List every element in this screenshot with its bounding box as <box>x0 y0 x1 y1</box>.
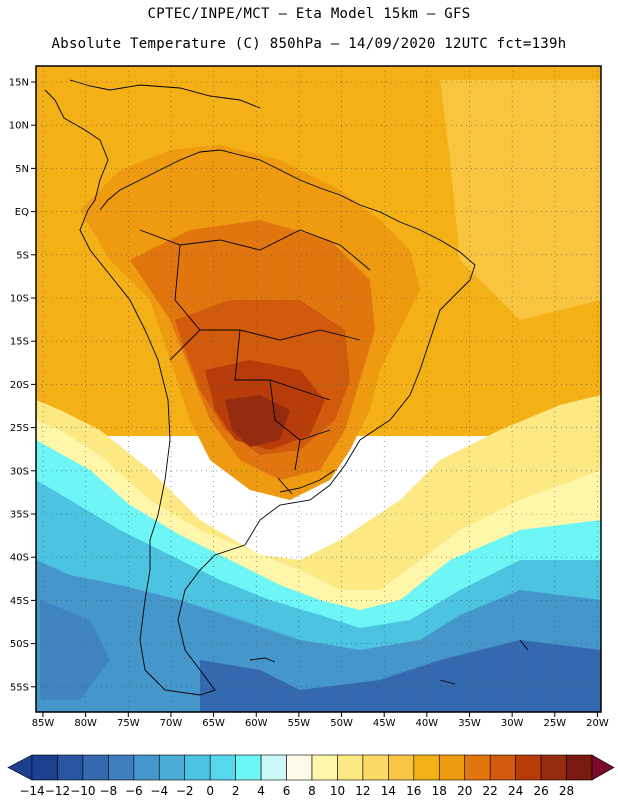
lon-label: 55W <box>288 718 311 729</box>
lat-label: 15N <box>9 78 29 89</box>
colorbar-swatch <box>311 754 338 781</box>
lon-label: 60W <box>245 718 268 729</box>
map-frame <box>35 65 602 713</box>
colorbar-label: −2 <box>176 784 194 798</box>
lat-label: 45S <box>10 596 29 607</box>
chart-title-line1: CPTEC/INPE/MCT – Eta Model 15km – GFS <box>147 6 471 22</box>
colorbar-swatch <box>108 754 135 781</box>
colorbar-label: 8 <box>308 784 316 798</box>
lat-label: 20S <box>10 380 29 391</box>
colorbar-label: −8 <box>100 784 118 798</box>
colorbar-label: 18 <box>432 784 447 798</box>
colorbar-label: 6 <box>283 784 291 798</box>
colorbar-label: 4 <box>257 784 265 798</box>
lon-label: 20W <box>586 718 609 729</box>
lon-label: 50W <box>330 718 353 729</box>
lat-label: 5N <box>15 164 29 175</box>
lon-label: 45W <box>373 718 396 729</box>
temperature-field <box>36 66 601 712</box>
lat-label: 50S <box>10 639 29 650</box>
lat-label: 55S <box>10 682 29 693</box>
colorbar-swatch <box>31 754 58 781</box>
colorbar-min-arrow <box>7 754 33 781</box>
colorbar-label: 24 <box>508 784 523 798</box>
colorbar-max-arrow <box>591 754 615 781</box>
colorbar-swatch <box>337 754 364 781</box>
colorbar-label: −4 <box>150 784 168 798</box>
colorbar-swatch <box>388 754 415 781</box>
colorbar-swatch <box>566 754 593 781</box>
colorbar-swatch <box>184 754 211 781</box>
longitude-axis: 85W 80W 75W 70W 65W 60W 55W 50W 45W 40W 35W 30W 25W 2… <box>32 712 609 729</box>
colorbar-label: 16 <box>406 784 421 798</box>
colorbar-swatch <box>260 754 287 781</box>
colorbar-label: 0 <box>206 784 214 798</box>
lat-label: 5S <box>16 250 29 261</box>
chart-title-line2: Absolute Temperature (C) 850hPa – 14/09/… <box>51 36 567 52</box>
colorbar-label: 20 <box>457 784 472 798</box>
lat-label: 10S <box>10 294 29 305</box>
colorbar-swatch <box>438 754 466 781</box>
lat-label: 40S <box>10 553 29 564</box>
lat-label: 30S <box>10 466 29 477</box>
colorbar-swatch <box>413 754 440 781</box>
colorbar-label: 22 <box>483 784 498 798</box>
gridlines <box>36 66 601 712</box>
colorbar-swatch <box>209 754 236 781</box>
colorbar-swatch <box>362 754 389 781</box>
colorbar <box>7 754 615 781</box>
lat-label: 15S <box>10 337 29 348</box>
lon-label: 40W <box>416 718 439 729</box>
colorbar-swatch <box>57 754 84 781</box>
lon-label: 85W <box>32 718 55 729</box>
colorbar-swatch <box>133 754 160 781</box>
colorbar-swatch <box>235 754 262 781</box>
lon-label: 30W <box>501 718 524 729</box>
colorbar-label: 26 <box>533 784 548 798</box>
colorbar-swatch <box>158 754 186 781</box>
colorbar-label: 10 <box>330 784 345 798</box>
lat-label: 35S <box>10 510 29 521</box>
colorbar-label: −12 <box>45 784 70 798</box>
colorbar-swatch <box>286 754 313 781</box>
colorbar-label: −14 <box>19 784 44 798</box>
lon-label: 75W <box>117 718 140 729</box>
colorbar-swatch <box>464 754 491 781</box>
lon-label: 80W <box>74 718 97 729</box>
lon-label: 35W <box>458 718 481 729</box>
colorbar-label: −10 <box>70 784 95 798</box>
colorbar-label: 28 <box>559 784 574 798</box>
colorbar-labels: −14 −12 −10 −8 −6 −4 −2 0 2 4 6 8 10 12 14 16 18 20 22 24 26… <box>19 784 574 798</box>
lon-label: 70W <box>160 718 183 729</box>
colorbar-swatch <box>489 754 516 781</box>
lon-label: 25W <box>543 718 566 729</box>
lon-label: 65W <box>202 718 225 729</box>
coastlines <box>44 79 529 696</box>
colorbar-swatch <box>540 754 567 781</box>
colorbar-label: 12 <box>355 784 370 798</box>
lat-label: 25S <box>10 423 29 434</box>
latitude-axis: 15N 10N 5N EQ 5S 10S 15S 20S 25S 30S 35S 40S 45S 50S 5… <box>9 78 36 693</box>
lat-label: EQ <box>15 207 29 218</box>
colorbar-label: 14 <box>381 784 396 798</box>
colorbar-swatch <box>515 754 542 781</box>
colorbar-label: −6 <box>125 784 143 798</box>
colorbar-swatch <box>82 754 109 781</box>
lat-label: 10N <box>9 121 29 132</box>
colorbar-label: 2 <box>232 784 240 798</box>
